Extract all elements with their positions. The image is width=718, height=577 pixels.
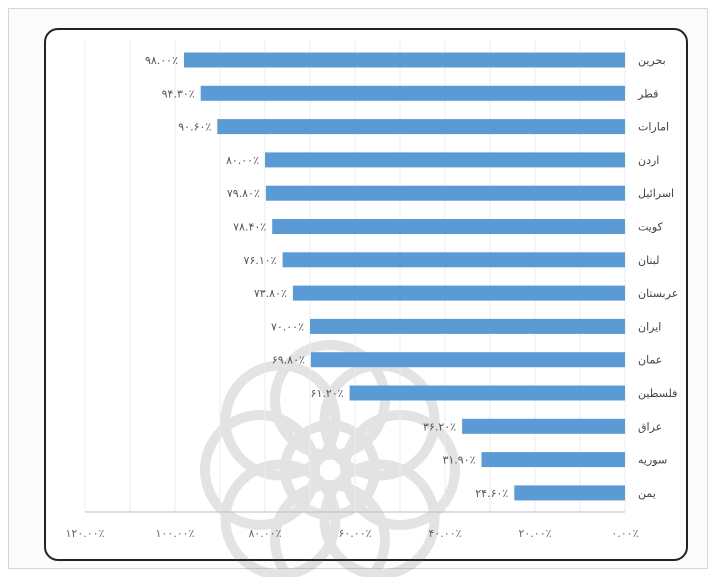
bar [265,152,625,168]
category-label: سوریه [638,454,667,467]
bar-value-label: ۷۸.۴۰٪ [233,221,266,234]
bar-value-label: ۶۱.۲۰٪ [311,387,344,400]
bar [200,85,625,101]
category-label: امارات [638,121,669,134]
bar-value-label: ۷۶.۱۰٪ [244,254,277,267]
bar-value-label: ۹۰.۶۰٪ [178,121,211,134]
bar-value-label: ۶۹.۸۰٪ [272,354,305,367]
bar-value-label: ۹۸.۰۰٪ [145,54,178,67]
bar [292,285,625,301]
category-label: عراق [638,420,662,433]
bar [272,219,625,234]
bar-value-label: ۲۴.۶۰٪ [475,487,508,500]
bar-value-label: ۷۰.۰۰٪ [271,320,304,333]
category-label: فلسطین [638,387,677,400]
category-label: یمن [638,487,656,500]
bar-value-label: ۸۰.۰۰٪ [226,154,259,167]
category-label: ایران [638,320,661,333]
category-label: لبنان [638,254,659,267]
x-tick-label: ۲۰.۰۰٪ [518,527,551,540]
chart-grid [84,40,626,513]
bar [514,485,625,501]
category-label: بحرین [638,54,666,67]
bar [310,352,625,368]
bar-value-label: ۳۶.۲۰٪ [423,420,456,433]
chart-bars: ۹۸.۰۰٪ بحرین ۹۴.۳۰٪ قطر ۹۰.۶۰٪ امارات ۸۰.۰۰٪ ار… [145,52,678,501]
bar [310,318,625,334]
x-tick-label: ۱۰۰.۰۰٪ [156,527,195,540]
category-label: کویت [638,221,664,234]
x-tick-label: ۸۰.۰۰٪ [248,527,281,540]
x-axis-ticks: ۰.۰۰٪ ۲۰.۰۰٪ ۴۰.۰۰٪ ۶۰.۰۰٪ ۸۰.۰۰٪ ۱۰۰.۰۰٪ ۱۲۰.… [66,527,639,540]
category-label: عربستان [638,287,678,300]
bar [265,185,625,201]
bar [282,252,625,268]
x-tick-label: ۱۲۰.۰۰٪ [66,527,105,540]
bar [462,418,625,434]
x-tick-label: ۰.۰۰٪ [611,527,638,540]
x-tick-label: ۶۰.۰۰٪ [338,527,371,540]
category-label: قطر [637,87,658,100]
bar [217,119,626,135]
bar-value-label: ۹۴.۳۰٪ [162,87,195,100]
bar [184,52,625,68]
category-label: اسرائیل [638,187,674,200]
x-tick-label: ۴۰.۰۰٪ [428,527,461,540]
bar-value-label: ۷۹.۸۰٪ [227,187,260,200]
bar-value-label: ۳۱.۹۰٪ [442,454,475,467]
bar-value-label: ۷۳.۸۰٪ [254,287,287,300]
bar [481,452,625,468]
category-label: اردن [638,154,659,167]
bar [349,385,625,401]
category-label: عمان [638,354,662,367]
watermark-logo [200,340,460,577]
